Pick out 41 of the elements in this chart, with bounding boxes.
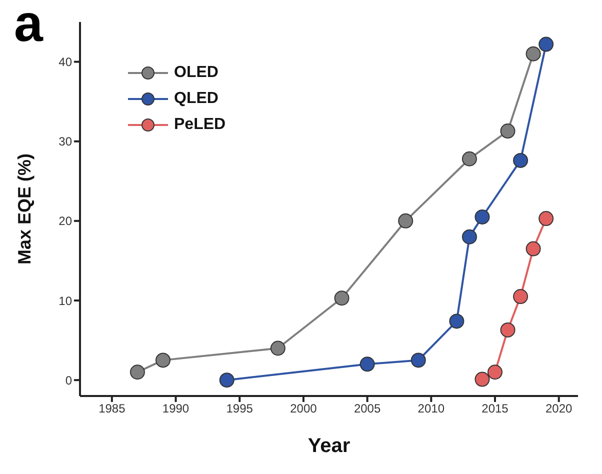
y-tick-label: 40 <box>58 55 72 70</box>
point <box>219 372 234 388</box>
x-tick-label: 2020 <box>545 402 573 416</box>
y-tick-label: 10 <box>58 294 72 308</box>
x-tick-label: 2010 <box>418 402 445 416</box>
point <box>398 213 414 228</box>
x-tick-label: 1990 <box>162 402 190 416</box>
point <box>513 152 528 168</box>
point <box>156 352 170 368</box>
point <box>360 356 375 372</box>
legend-label: QLED <box>174 90 218 108</box>
point <box>488 364 502 380</box>
legend-label: OLED <box>174 64 218 82</box>
point <box>130 364 145 380</box>
text: a <box>14 0 43 54</box>
point <box>462 151 477 166</box>
x-tick-label: 2005 <box>354 402 381 416</box>
x-axis-title: Year <box>308 435 350 457</box>
point <box>526 241 541 256</box>
legend-label: PeLED <box>174 116 226 134</box>
point <box>474 209 490 224</box>
point <box>526 46 541 62</box>
point <box>449 314 464 329</box>
point <box>538 211 554 226</box>
point <box>462 229 477 244</box>
point <box>500 124 516 139</box>
x-tick-label: 2015 <box>482 402 509 416</box>
point <box>474 372 490 387</box>
point <box>410 352 426 368</box>
x-tick-label: 2000 <box>290 402 318 416</box>
y-tick-label: 30 <box>58 134 72 149</box>
point <box>500 322 516 338</box>
x-tick-label: 1995 <box>226 402 254 416</box>
point <box>270 340 286 356</box>
point <box>334 290 350 306</box>
y-axis-title: Max EQE (%) <box>14 153 34 265</box>
x-tick-label: 1985 <box>98 402 126 416</box>
point <box>513 289 528 304</box>
point <box>538 36 554 52</box>
y-tick-label: 20 <box>58 214 72 228</box>
y-tick-label: 0 <box>65 373 72 388</box>
